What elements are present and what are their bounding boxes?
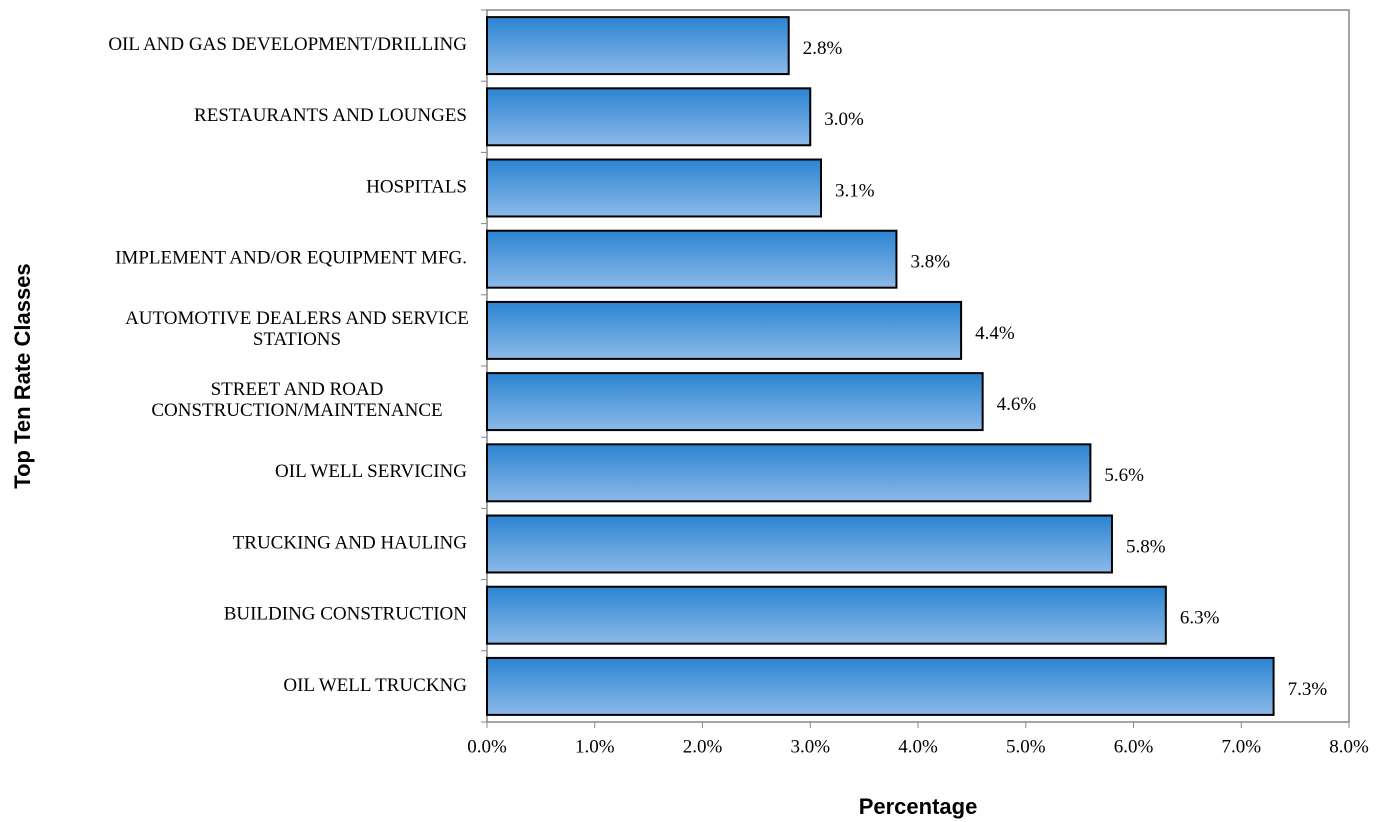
x-tick-label: 4.0% bbox=[898, 736, 938, 757]
bar bbox=[486, 514, 1113, 574]
y-tick-label: TRUCKING AND HAULING bbox=[233, 532, 468, 553]
y-tick-label: AUTOMOTIVE DEALERS AND SERVICE STATIONS bbox=[125, 308, 469, 350]
bar bbox=[486, 656, 1275, 716]
data-label: 4.6% bbox=[997, 394, 1037, 415]
bar bbox=[486, 158, 823, 218]
y-tick-label: HOSPITALS bbox=[366, 176, 467, 197]
data-label: 3.8% bbox=[910, 252, 950, 273]
x-tick-label: 3.0% bbox=[790, 736, 830, 757]
bar bbox=[486, 229, 898, 289]
bar bbox=[486, 16, 790, 76]
data-label: 5.8% bbox=[1126, 536, 1166, 557]
x-tick-label: 2.0% bbox=[683, 736, 723, 757]
y-tick-label: STREET AND ROAD CONSTRUCTION/MAINTENANCE bbox=[151, 379, 442, 421]
x-tick-label: 1.0% bbox=[575, 736, 615, 757]
bar bbox=[486, 443, 1092, 503]
bar bbox=[486, 372, 984, 432]
bar bbox=[486, 300, 963, 360]
y-tick-label: BUILDING CONSTRUCTION bbox=[224, 604, 468, 625]
x-tick-label: 7.0% bbox=[1221, 736, 1261, 757]
x-tick-label: 8.0% bbox=[1329, 736, 1369, 757]
y-tick-label: OIL WELL SERVICING bbox=[275, 461, 467, 482]
data-label: 3.1% bbox=[835, 180, 875, 201]
x-tick-label: 6.0% bbox=[1114, 736, 1154, 757]
data-label: 5.6% bbox=[1104, 465, 1144, 486]
bar bbox=[486, 585, 1167, 645]
data-label: 6.3% bbox=[1180, 608, 1220, 629]
x-axis-title: Percentage bbox=[859, 794, 978, 819]
y-tick-label: RESTAURANTS AND LOUNGES bbox=[194, 105, 467, 126]
data-label: 2.8% bbox=[803, 38, 843, 59]
x-tick-label: 0.0% bbox=[467, 736, 507, 757]
y-tick-label: IMPLEMENT AND/OR EQUIPMENT MFG. bbox=[115, 248, 467, 269]
y-tick-label: OIL WELL TRUCKNG bbox=[283, 675, 467, 696]
y-axis-title: Top Ten Rate Classes bbox=[10, 263, 35, 488]
data-label: 3.0% bbox=[824, 109, 864, 130]
data-label: 4.4% bbox=[975, 323, 1015, 344]
y-tick-label: OIL AND GAS DEVELOPMENT/DRILLING bbox=[108, 34, 467, 55]
data-label: 7.3% bbox=[1288, 679, 1328, 700]
bar bbox=[486, 87, 812, 147]
x-tick-label: 5.0% bbox=[1006, 736, 1046, 757]
